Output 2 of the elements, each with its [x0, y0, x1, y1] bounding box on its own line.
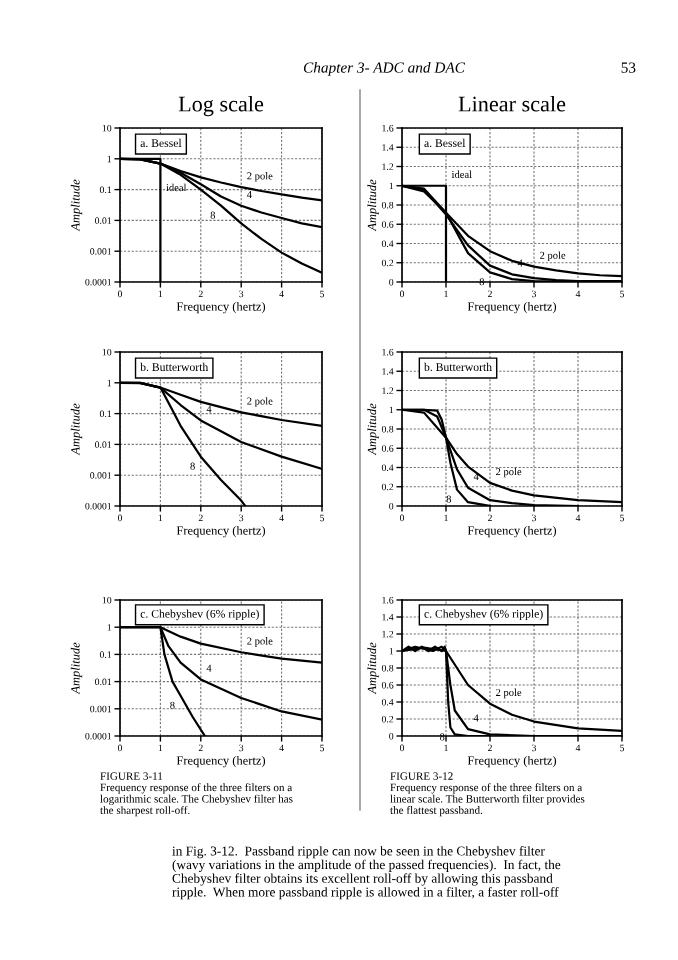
chart-title: Linear scale [458, 95, 566, 112]
chart-title: Log scale [178, 95, 264, 117]
